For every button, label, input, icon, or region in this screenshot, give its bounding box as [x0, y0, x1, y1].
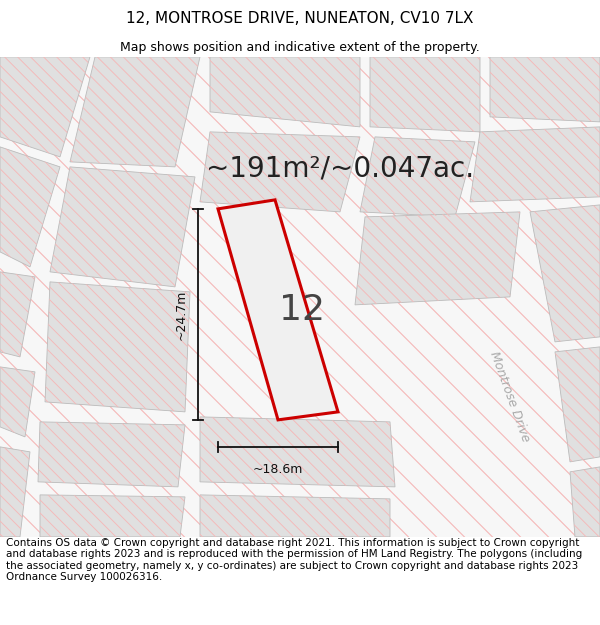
Text: Montrose Drive: Montrose Drive: [488, 350, 532, 444]
Text: ~18.6m: ~18.6m: [253, 463, 303, 476]
Polygon shape: [490, 57, 600, 122]
Polygon shape: [38, 422, 185, 487]
Text: 12: 12: [279, 293, 325, 327]
Polygon shape: [210, 57, 360, 127]
Polygon shape: [45, 282, 190, 412]
Polygon shape: [218, 200, 338, 420]
Text: ~24.7m: ~24.7m: [175, 289, 188, 339]
Polygon shape: [50, 167, 195, 287]
Polygon shape: [360, 137, 475, 217]
Polygon shape: [200, 417, 395, 487]
Polygon shape: [70, 57, 200, 167]
Text: Contains OS data © Crown copyright and database right 2021. This information is : Contains OS data © Crown copyright and d…: [6, 538, 582, 582]
Polygon shape: [0, 367, 35, 437]
Polygon shape: [530, 205, 600, 342]
Polygon shape: [0, 147, 60, 267]
Polygon shape: [0, 57, 90, 157]
Polygon shape: [40, 495, 185, 537]
Polygon shape: [355, 212, 520, 305]
Text: 12, MONTROSE DRIVE, NUNEATON, CV10 7LX: 12, MONTROSE DRIVE, NUNEATON, CV10 7LX: [126, 11, 474, 26]
Polygon shape: [200, 132, 360, 212]
Polygon shape: [200, 495, 390, 537]
Polygon shape: [570, 467, 600, 537]
Polygon shape: [0, 57, 600, 537]
Polygon shape: [0, 272, 35, 357]
Polygon shape: [470, 127, 600, 202]
Text: Map shows position and indicative extent of the property.: Map shows position and indicative extent…: [120, 41, 480, 54]
Text: ~191m²/~0.047ac.: ~191m²/~0.047ac.: [206, 155, 474, 183]
Polygon shape: [555, 347, 600, 462]
Polygon shape: [370, 57, 480, 132]
Polygon shape: [0, 447, 30, 537]
